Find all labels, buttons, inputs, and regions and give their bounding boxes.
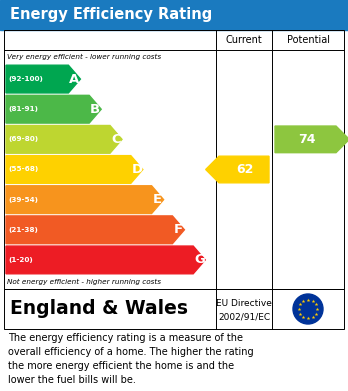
- Polygon shape: [6, 246, 205, 274]
- Polygon shape: [6, 156, 143, 183]
- Text: (55-68): (55-68): [8, 167, 38, 172]
- Text: F: F: [173, 223, 182, 236]
- Text: C: C: [111, 133, 121, 146]
- Text: (1-20): (1-20): [8, 257, 33, 263]
- Text: 74: 74: [298, 133, 316, 146]
- Bar: [4, 289, 344, 329]
- Polygon shape: [6, 216, 184, 244]
- Bar: [0, 0, 348, 30]
- Text: overall efficiency of a home. The higher the rating: overall efficiency of a home. The higher…: [8, 347, 254, 357]
- Text: 62: 62: [237, 163, 254, 176]
- Text: (81-91): (81-91): [8, 106, 38, 112]
- Text: (92-100): (92-100): [8, 76, 43, 82]
- Text: Very energy efficient - lower running costs: Very energy efficient - lower running co…: [7, 54, 161, 60]
- Text: lower the fuel bills will be.: lower the fuel bills will be.: [8, 375, 136, 385]
- Text: Current: Current: [226, 35, 262, 45]
- Text: the more energy efficient the home is and the: the more energy efficient the home is an…: [8, 361, 234, 371]
- Polygon shape: [206, 156, 269, 183]
- Text: B: B: [90, 103, 100, 116]
- Text: 2002/91/EC: 2002/91/EC: [218, 312, 270, 321]
- Circle shape: [293, 294, 323, 324]
- Text: D: D: [132, 163, 143, 176]
- Text: (39-54): (39-54): [8, 197, 38, 203]
- Text: EU Directive: EU Directive: [216, 298, 272, 307]
- Text: (69-80): (69-80): [8, 136, 38, 142]
- Bar: [4, 30, 344, 289]
- Text: England & Wales: England & Wales: [10, 300, 188, 319]
- Text: A: A: [69, 73, 80, 86]
- Text: The energy efficiency rating is a measure of the: The energy efficiency rating is a measur…: [8, 333, 243, 343]
- Text: E: E: [153, 193, 162, 206]
- Text: (21-38): (21-38): [8, 227, 38, 233]
- Polygon shape: [6, 95, 101, 123]
- Polygon shape: [6, 186, 164, 213]
- Polygon shape: [275, 126, 348, 152]
- Polygon shape: [6, 65, 80, 93]
- Text: G: G: [194, 253, 205, 266]
- Polygon shape: [6, 126, 122, 153]
- Text: Energy Efficiency Rating: Energy Efficiency Rating: [10, 7, 212, 23]
- Text: Potential: Potential: [286, 35, 330, 45]
- Text: Not energy efficient - higher running costs: Not energy efficient - higher running co…: [7, 279, 161, 285]
